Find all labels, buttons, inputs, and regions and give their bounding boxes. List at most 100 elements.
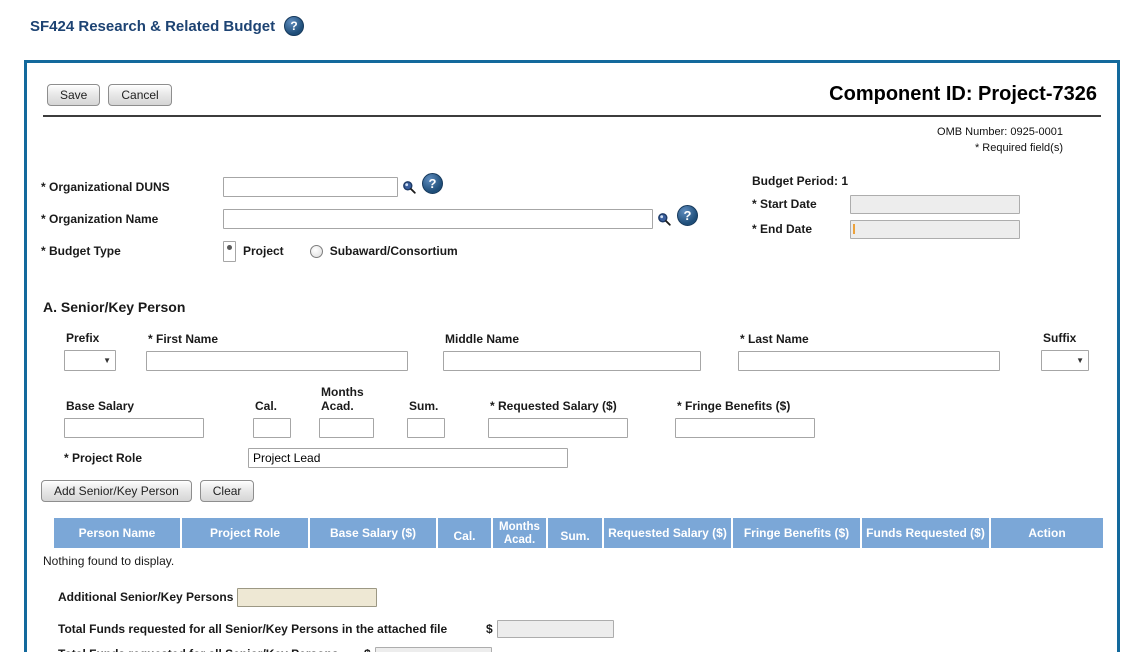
base-salary-field: Base Salary bbox=[64, 399, 204, 438]
col-funds-requested[interactable]: Funds Requested ($) bbox=[862, 517, 989, 548]
page-header: SF424 Research & Related Budget ? bbox=[0, 0, 1144, 36]
first-name-field: * First Name bbox=[146, 332, 408, 371]
senior-key-heading: A. Senior/Key Person bbox=[43, 298, 186, 315]
requested-salary-label: * Requested Salary ($) bbox=[490, 398, 617, 413]
fringe-benefits-input[interactable] bbox=[675, 417, 815, 438]
org-name-input[interactable] bbox=[223, 209, 653, 230]
persons-table-header: Person Name Project Role Base Salary ($)… bbox=[54, 517, 1103, 548]
table-empty-text: Nothing found to display. bbox=[43, 553, 175, 568]
budget-type-row: * Budget Type Project Subaward/Consortiu… bbox=[41, 240, 1103, 262]
text-caret bbox=[853, 223, 855, 234]
currency-symbol: $ bbox=[486, 621, 493, 636]
col-requested-salary[interactable]: Requested Salary ($) bbox=[604, 517, 731, 548]
person-action-buttons: Add Senior/Key Person Clear bbox=[41, 479, 1103, 502]
end-date-input[interactable] bbox=[850, 219, 1020, 239]
toolbar-buttons: Save Cancel bbox=[47, 83, 172, 106]
org-name-label: * Organization Name bbox=[41, 212, 159, 227]
budget-type-subaward-radio[interactable] bbox=[309, 244, 323, 258]
col-base-salary[interactable]: Base Salary ($) bbox=[310, 517, 436, 548]
cancel-button[interactable]: Cancel bbox=[108, 83, 172, 106]
duns-label: * Organizational DUNS bbox=[41, 180, 170, 195]
project-role-input[interactable] bbox=[248, 447, 568, 468]
first-name-input[interactable] bbox=[146, 350, 408, 371]
prefix-field: Prefix ▼ bbox=[64, 331, 116, 371]
page-help-icon[interactable]: ? bbox=[284, 16, 305, 36]
chevron-down-icon: ▼ bbox=[103, 355, 111, 365]
acad-months-field: Months Acad. bbox=[319, 385, 374, 438]
base-salary-input[interactable] bbox=[64, 417, 204, 438]
org-form-area: * Organizational DUNS ? * Organization N… bbox=[41, 172, 1103, 273]
suffix-field: Suffix ▼ bbox=[1041, 331, 1089, 371]
col-project-role[interactable]: Project Role bbox=[182, 517, 308, 548]
additional-persons-row: Additional Senior/Key Persons bbox=[58, 587, 1103, 607]
col-fringe-benefits[interactable]: Fringe Benefits ($) bbox=[733, 517, 860, 548]
fringe-benefits-label: * Fringe Benefits ($) bbox=[677, 398, 791, 413]
col-cal[interactable]: Cal. bbox=[438, 517, 491, 548]
start-date-input[interactable] bbox=[850, 194, 1020, 214]
currency-symbol: $ bbox=[364, 647, 371, 652]
salary-fields-row: Base Salary Cal. Months Acad. Sum. * Req… bbox=[41, 385, 1103, 438]
org-name-help-icon[interactable]: ? bbox=[677, 204, 698, 226]
attached-total-row: Total Funds requested for all Senior/Key… bbox=[58, 619, 1103, 638]
toolbar: Save Cancel Component ID: Project-7326 bbox=[47, 83, 1097, 106]
additional-persons-input[interactable] bbox=[237, 587, 377, 607]
middle-name-input[interactable] bbox=[443, 350, 701, 371]
omb-number: OMB Number: 0925-0001 bbox=[937, 126, 1063, 138]
grand-total-input[interactable] bbox=[374, 646, 492, 652]
base-salary-label: Base Salary bbox=[66, 398, 135, 413]
end-date-row: * End Date bbox=[752, 219, 1112, 239]
last-name-field: * Last Name bbox=[738, 332, 1000, 371]
budget-type-label: * Budget Type bbox=[41, 244, 121, 259]
prefix-select[interactable]: ▼ bbox=[64, 349, 116, 371]
prefix-label: Prefix bbox=[66, 330, 100, 345]
col-person-name[interactable]: Person Name bbox=[54, 517, 180, 548]
col-sum[interactable]: Sum. bbox=[548, 517, 602, 548]
requested-salary-input[interactable] bbox=[488, 417, 628, 438]
duns-search-icon[interactable] bbox=[402, 180, 416, 195]
budget-type-project-radio[interactable] bbox=[223, 240, 236, 262]
save-button[interactable]: Save bbox=[47, 83, 101, 106]
sum-months-field: Sum. bbox=[407, 399, 445, 438]
fringe-benefits-field: * Fringe Benefits ($) bbox=[675, 399, 815, 438]
cal-months-input[interactable] bbox=[253, 417, 291, 438]
first-name-label: * First Name bbox=[148, 331, 219, 346]
start-date-row: * Start Date bbox=[752, 194, 1112, 214]
cal-months-field: Cal. bbox=[253, 399, 291, 438]
duns-help-icon[interactable]: ? bbox=[422, 172, 443, 194]
suffix-label: Suffix bbox=[1043, 330, 1077, 345]
start-date-label: * Start Date bbox=[752, 197, 817, 212]
name-fields-row: Prefix ▼ * First Name Middle Name * Last… bbox=[41, 331, 1089, 371]
clear-button[interactable]: Clear bbox=[199, 479, 255, 502]
meta-block: OMB Number: 0925-0001 * Required field(s… bbox=[41, 125, 1063, 157]
grand-total-row: Total Funds requested for all Senior/Key… bbox=[58, 646, 1103, 652]
cal-months-label: Cal. bbox=[255, 398, 278, 413]
required-note: * Required field(s) bbox=[974, 141, 1063, 154]
budget-period-block: Budget Period: 1 * Start Date * End Date bbox=[752, 174, 1112, 245]
add-senior-key-person-button[interactable]: Add Senior/Key Person bbox=[41, 479, 192, 502]
page-title: SF424 Research & Related Budget bbox=[30, 17, 276, 35]
org-name-row: * Organization Name ? bbox=[41, 204, 1103, 230]
end-date-label: * End Date bbox=[752, 222, 813, 237]
suffix-select[interactable]: ▼ bbox=[1041, 349, 1089, 371]
budget-type-subaward-label: Subaward/Consortium bbox=[329, 244, 458, 259]
project-role-row: * Project Role bbox=[64, 447, 1103, 468]
attached-total-label: Total Funds requested for all Senior/Key… bbox=[58, 621, 448, 636]
duns-input[interactable] bbox=[223, 177, 398, 198]
months-label: Months bbox=[321, 384, 364, 399]
chevron-down-icon: ▼ bbox=[1076, 355, 1084, 365]
middle-name-field: Middle Name bbox=[443, 332, 701, 371]
duns-row: * Organizational DUNS ? bbox=[41, 172, 1103, 198]
requested-salary-field: * Requested Salary ($) bbox=[488, 399, 628, 438]
acad-months-input[interactable] bbox=[319, 417, 374, 438]
col-months-acad[interactable]: Months Acad. bbox=[493, 517, 546, 548]
col-action[interactable]: Action bbox=[991, 517, 1103, 548]
attached-total-input[interactable] bbox=[496, 619, 614, 638]
last-name-label: * Last Name bbox=[740, 331, 809, 346]
acad-label: Acad. bbox=[321, 398, 354, 413]
last-name-input[interactable] bbox=[738, 350, 1000, 371]
org-name-search-icon[interactable] bbox=[657, 212, 671, 227]
sum-months-input[interactable] bbox=[407, 417, 445, 438]
budget-type-project-label: Project bbox=[243, 244, 284, 259]
component-id: Component ID: Project-7326 bbox=[829, 83, 1097, 105]
budget-period-label: Budget Period: 1 bbox=[752, 173, 849, 188]
